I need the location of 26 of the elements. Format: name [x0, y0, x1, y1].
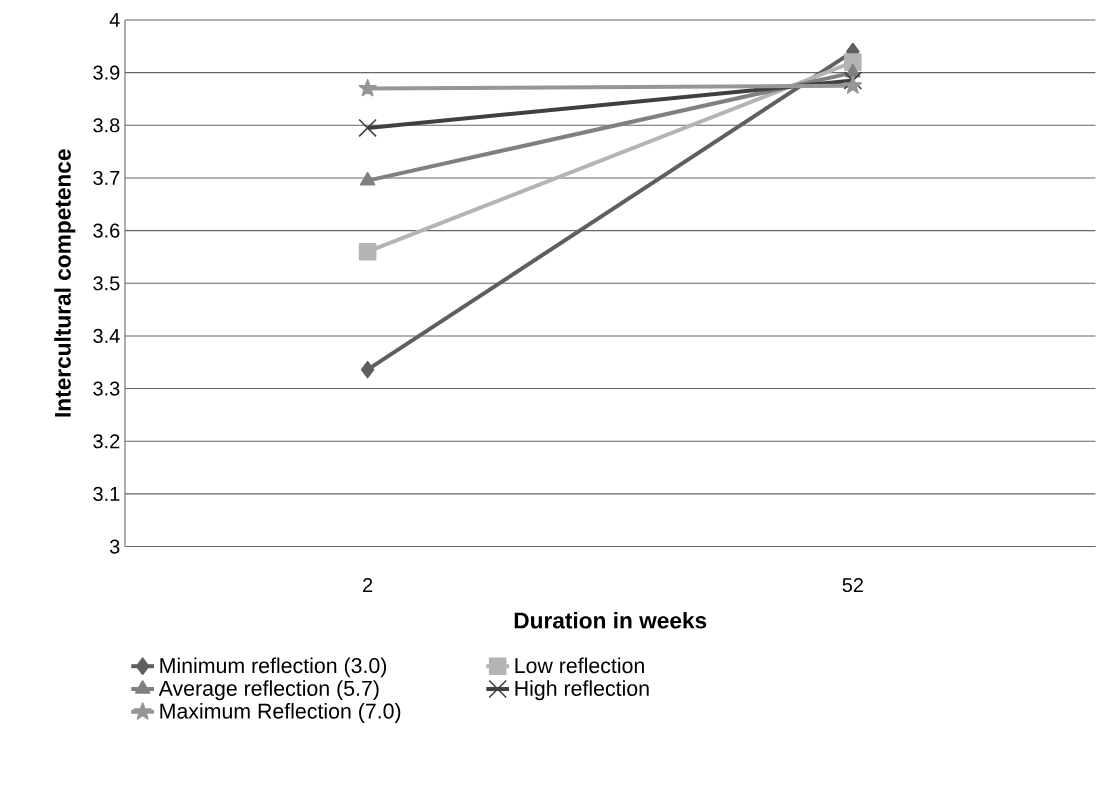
y-tick-label: 3.9	[93, 65, 120, 80]
point	[358, 242, 377, 261]
y-axis-title: Intercultural competence	[54, 149, 76, 417]
x-tick-label: 52	[842, 578, 863, 593]
y-tick-label: 3.2	[93, 434, 120, 449]
legend-label: Average reflection (5.7)	[158, 680, 379, 701]
y-tick-label: 3.6	[93, 223, 120, 238]
y-tick-label: 3.3	[93, 381, 120, 396]
y-tick-label: 3.1	[93, 486, 120, 502]
legend-label: Low reflection	[515, 657, 644, 674]
y-tick-label: 3.5	[93, 276, 120, 291]
point	[360, 360, 375, 379]
legend-label: Maximum Reflection (7.0)	[160, 703, 401, 723]
legend-label: High reflection	[515, 680, 649, 701]
y-tick-label: 3.7	[93, 170, 120, 186]
point	[358, 78, 377, 97]
y-tick-label: 3	[109, 539, 120, 554]
y-tick-label: 3.8	[93, 118, 120, 133]
y-tick-label: 4	[109, 13, 120, 27]
point	[358, 118, 377, 138]
point	[843, 71, 863, 90]
point	[843, 76, 863, 94]
legend-label: Minimum reflection (3.0)	[160, 657, 387, 678]
x-axis-title: Duration in weeks	[514, 611, 707, 629]
y-tick-label: 3.4	[93, 328, 120, 344]
x-tick-label: 2	[363, 578, 373, 592]
